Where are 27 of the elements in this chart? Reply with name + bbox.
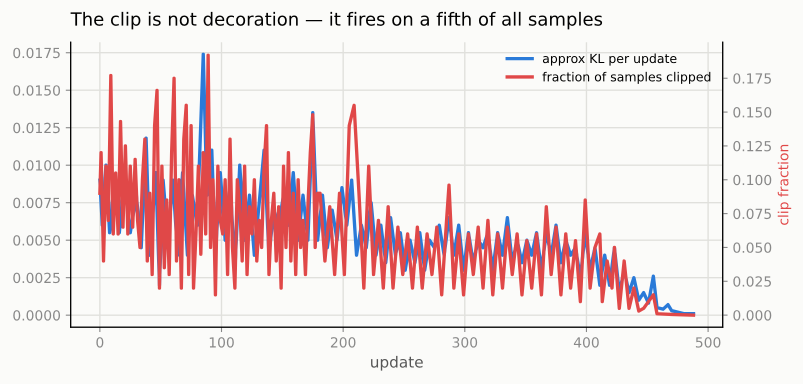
x-tick-label: 200	[330, 337, 356, 348]
legend-label: fraction of samples clipped	[542, 72, 710, 84]
y-tick-label: 0.0100	[13, 160, 60, 171]
y2-tick-label: 0.150	[733, 107, 772, 118]
y2-tick-label: 0.050	[733, 242, 772, 253]
y2-tick-label: 0.125	[733, 140, 771, 152]
y2-tick-label: 0.025	[733, 276, 771, 287]
x-tick-label: 100	[210, 337, 234, 348]
y2-tick-label: 0.175	[733, 73, 771, 84]
y2-tick-label: 0.000	[733, 310, 772, 321]
y-tick-label: 0.0025	[13, 272, 60, 284]
legend-label: approx KL per update	[542, 53, 676, 66]
x-tick-label: 0	[96, 337, 104, 348]
y-tick-label: 0.0125	[13, 122, 60, 134]
x-tick-label: 300	[452, 337, 478, 348]
y-tick-label: 0.0075	[13, 198, 60, 208]
y2-axis-title: clip fraction	[778, 144, 792, 225]
x-axis-title: update	[371, 356, 423, 371]
chart-title: The clip is not decoration — it fires on a fifth of all samples	[70, 12, 602, 30]
y-tick-label: 0.0175	[13, 48, 60, 58]
x-tick-label: 400	[574, 337, 599, 348]
y-tick-label: 0.0150	[13, 85, 60, 96]
x-tick-label: 500	[696, 337, 720, 348]
y2-tick-label: 0.075	[733, 208, 771, 220]
y2-tick-label: 0.100	[733, 174, 772, 186]
y-tick-label: 0.0000	[13, 310, 60, 321]
y-tick-label: 0.0050	[13, 235, 60, 246]
